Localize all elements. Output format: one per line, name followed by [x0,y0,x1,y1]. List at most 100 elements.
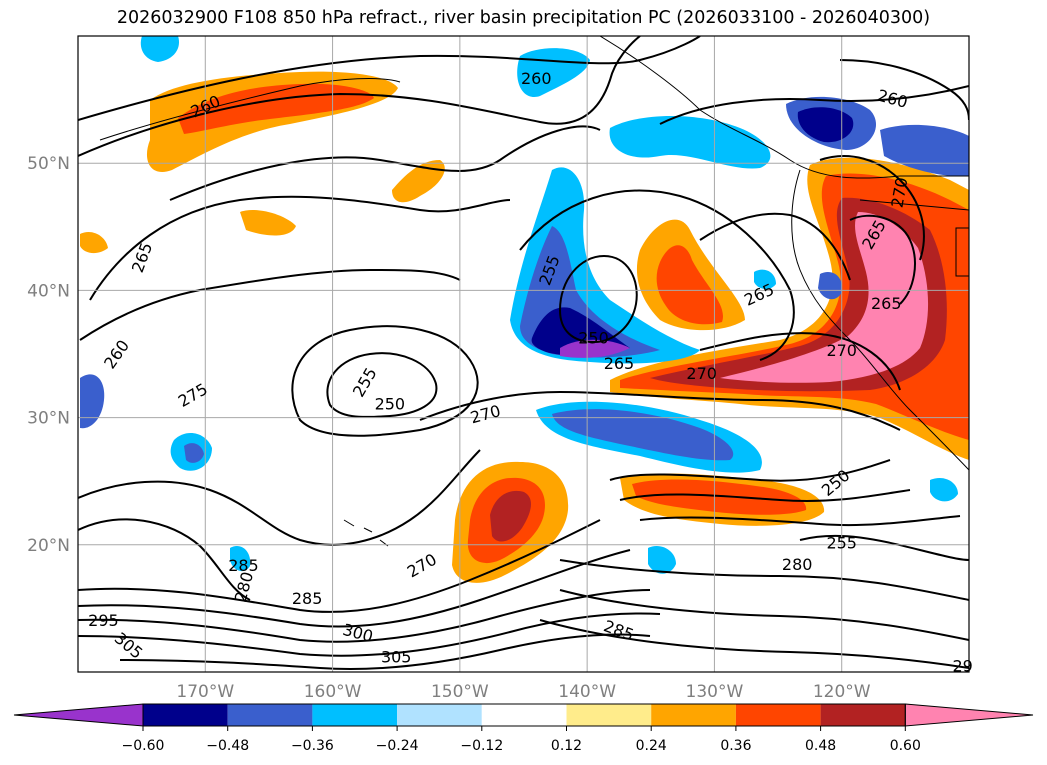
colorbar-extend-high [904,703,1034,727]
colorbar-tick-label: −0.48 [206,738,249,754]
shade-negative-area [140,36,180,62]
contour-value-label: 295 [88,611,119,630]
contour-line [558,254,638,344]
shade-negative-mid [184,443,204,463]
colorbar-tick-label: 0.12 [551,738,582,754]
contour-line [619,489,911,503]
colorbar-tick-label: −0.24 [376,738,419,754]
shade-negative-mid [552,409,734,461]
shade-positive-max [720,212,929,383]
colorbar-frame [142,703,906,727]
shade-positive-strong [490,490,531,542]
shade-negative-small [648,545,676,574]
shade-negative-core [797,107,854,143]
contour-value-label: 265 [604,354,635,373]
colorbar-segment [566,704,652,726]
map-title: 2026032900 F108 850 hPa refract., river … [116,8,931,28]
contour-line [169,125,601,201]
colorbar-extend-low [13,703,144,727]
longitude-tick-label: 170°W [176,682,234,702]
longitude-tick-label: 150°W [431,682,489,702]
shade-negative-area [609,116,771,169]
coastline [791,169,969,471]
contour-value-label: 280 [782,555,813,574]
colorbar-segment [651,704,736,726]
colorbar-segment [481,704,567,726]
latitude-tick-label: 20°N [27,536,70,556]
contour-value-label: 265 [871,294,902,313]
colorbar-tick-label: 0.60 [890,738,921,754]
contour-line [519,189,795,361]
longitude-tick-label: 130°W [686,682,744,702]
contour-line [839,59,969,121]
contour-line [799,534,969,561]
colorbar-tick-label: −0.60 [122,738,165,754]
contour-value-label: 260 [521,69,552,88]
longitude-tick-label: 140°W [558,682,616,702]
latitude-tick-label: 40°N [27,281,70,301]
colorbar-tick-label: 0.24 [636,738,667,754]
contour-line [699,332,901,391]
colorbar-segment [143,704,228,726]
contour-value-label: 250 [375,395,406,414]
contour-line [78,36,641,157]
contour-line [78,589,651,643]
longitude-tick-label: 160°W [304,682,362,702]
contour-line [78,549,631,628]
contour-value-label: 29 [952,657,972,676]
shade-negative-small [754,269,776,290]
shade-negative-max [560,339,630,358]
contour-line [78,36,701,121]
contour-line [78,518,251,601]
graticule [78,36,969,672]
contour-line [609,459,891,482]
contour-line [78,449,481,546]
shade-positive-core [178,83,374,134]
longitude-tick-label: 120°W [813,682,871,702]
colorbar-segment [820,704,906,726]
shade-negative-mid [80,374,105,429]
coastline [99,78,401,141]
shade-negative-small [930,477,958,502]
colorbar-tick-label: 0.36 [720,738,751,754]
contour-value-label: 305 [381,648,412,667]
contour-line [419,390,901,431]
shade-positive-small [392,160,445,203]
contour-value-label: 250 [578,328,609,347]
contour-line [819,155,925,261]
colorbar-segment [397,704,482,726]
shade-positive-small [80,231,108,254]
latitude-tick-label: 30°N [27,409,70,429]
colorbar-segment [312,704,398,726]
colorbar-segment [735,704,821,726]
contour-line [559,589,969,641]
refractivity-contours [78,36,969,670]
contour-value-label: 285 [228,556,259,575]
coastline [955,227,969,277]
shade-positive-core [656,245,723,325]
shade-positive-small [240,209,296,236]
precipitation-shading [80,36,969,583]
contour-line [849,214,916,305]
colorbar-tick-label: −0.36 [291,738,334,754]
contour-line [78,612,661,657]
colorbar-tick-label: 0.48 [805,738,836,754]
colorbar [13,703,1034,727]
contour-line [291,325,479,437]
shade-negative-small [230,546,251,572]
contour-line [659,85,969,125]
contour-line [119,633,651,670]
contour-line [78,519,601,613]
contour-line [699,212,851,281]
latitude-labels: 50°N 40°N 30°N 20°N [27,154,70,556]
contour-value-label: 255 [826,533,857,552]
latitude-tick-label: 50°N [27,154,70,174]
coastline [599,36,969,179]
contour-line [639,515,961,527]
longitude-labels: 170°W 160°W 150°W 140°W 130°W 120°W [176,682,870,702]
contour-value-label: 285 [292,589,323,608]
contour-line [559,559,969,601]
shade-negative-small [818,272,843,300]
